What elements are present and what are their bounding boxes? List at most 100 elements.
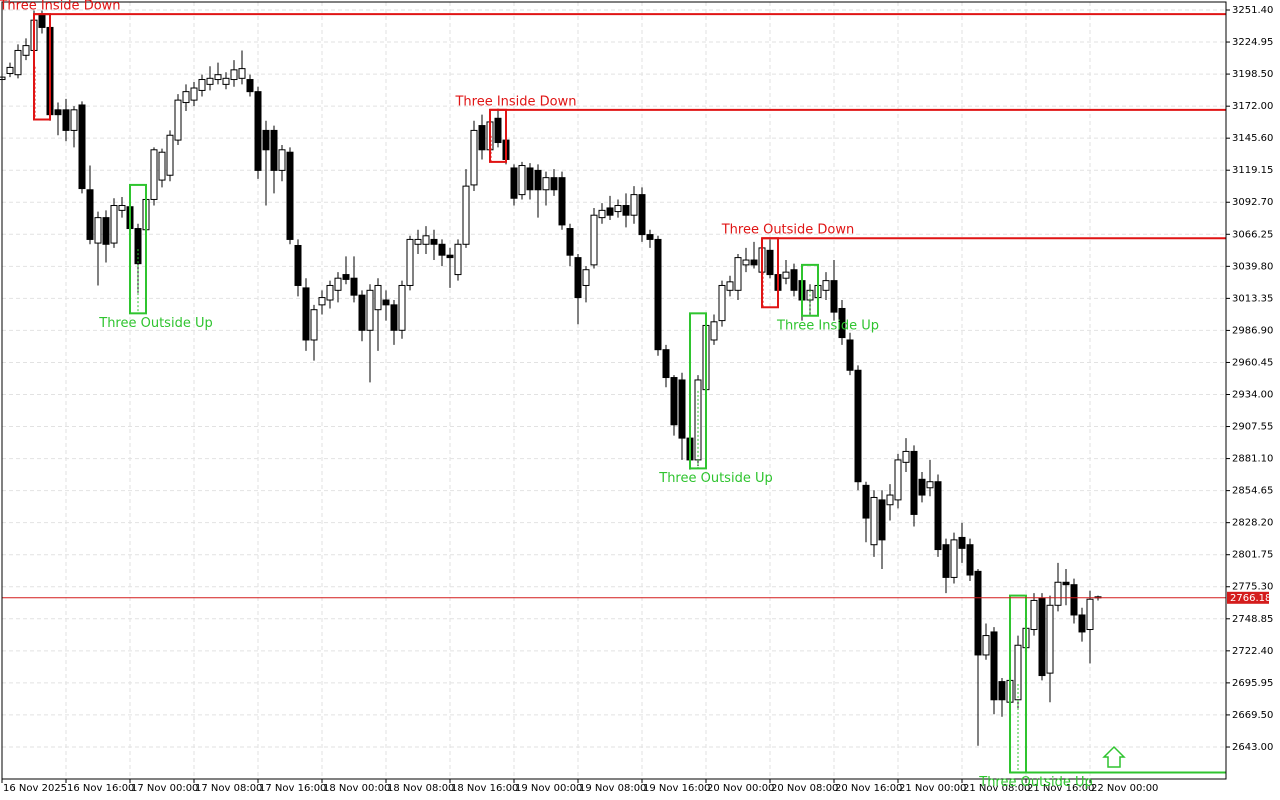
y-tick-label: 2854.65 [1232,486,1273,497]
candle-body [470,129,478,186]
candle-body [982,635,990,656]
candle-body [406,238,414,286]
candle-body [590,214,598,266]
pattern-label: Three Outside Up [658,471,772,486]
x-tick-label: 19 Nov 08:00 [579,783,646,794]
y-tick-label: 3224.95 [1232,37,1273,48]
candle-body [950,539,958,578]
candle-body [150,149,158,200]
candle-body [262,129,270,151]
candle-body [1030,599,1038,631]
candle-body [446,254,454,259]
x-tick-label: 22 Nov 00:00 [1091,783,1158,794]
candle-body [318,297,326,306]
candle-body [110,205,118,244]
price-label-bg [1227,591,1269,604]
candle-body [118,205,126,211]
candle-body [438,243,446,256]
y-tick-label: 2669.50 [1232,710,1273,721]
candle-body [710,321,718,341]
y-tick-label: 2695.95 [1232,678,1273,689]
plot-area [0,2,1226,779]
candle-body [718,284,726,322]
candle-body [62,109,70,131]
candle-body [854,369,862,483]
candle-body [326,284,334,301]
candle-body [974,570,982,656]
x-tick-label: 21 Nov 00:00 [899,783,966,794]
candle-body [862,484,870,519]
candle-body [1046,604,1054,674]
y-tick-label: 2881.10 [1232,454,1273,465]
candle-body [622,205,630,216]
candle-body [958,536,966,549]
candle-body [822,280,830,291]
y-tick-label: 3066.25 [1232,229,1273,240]
candle-body [870,496,878,546]
pattern-label: Three Outside Up [98,316,212,331]
candle-body [230,69,238,81]
pattern-label: Three Inside Up [776,318,879,333]
candle-body [222,77,230,85]
plot-border [1,1,1227,780]
y-tick-label: 2722.40 [1232,646,1273,657]
candle-body [654,238,662,351]
candle-body [414,238,422,245]
x-tick-label: 17 Nov 00:00 [131,783,198,794]
y-tick-label: 3251.40 [1232,5,1273,16]
candle-body [742,259,750,266]
x-tick-label: 18 Nov 08:00 [387,783,454,794]
pattern-label: Three Inside Down [0,0,121,14]
candle-body [158,151,166,181]
candle-body [550,177,558,191]
candle-body [382,299,390,306]
candle-body [566,228,574,256]
candle-body [534,169,542,191]
candle-body [350,277,358,296]
candle-body [582,269,590,286]
x-tick-label: 17 Nov 08:00 [195,783,262,794]
candle-body [190,87,198,101]
x-tick-label: 19 Nov 00:00 [515,783,582,794]
candle-body [334,277,342,291]
candle-body [678,379,686,439]
candle-body [310,309,318,341]
candle-body [494,117,502,144]
candle-body [558,177,566,226]
y-tick-label: 3013.35 [1232,293,1273,304]
x-tick-label: 16 Nov 2025 [3,783,67,794]
candle-body [926,481,934,489]
candle-body [286,151,294,240]
up-arrow-icon [1102,745,1126,768]
x-tick-label: 20 Nov 16:00 [835,783,902,794]
candle-body [766,249,774,276]
candle-body [302,287,310,341]
y-tick-label: 2986.90 [1232,325,1273,336]
y-tick-label: 3092.70 [1232,197,1273,208]
candle-body [22,45,30,56]
candle-body [1062,581,1070,586]
candle-body [102,217,110,245]
candle-body [246,79,254,93]
candle-body [894,459,902,501]
candle-body [422,235,430,245]
candle-body [750,259,758,266]
candle-body [1070,584,1078,616]
candle-body [790,269,798,291]
y-tick-label: 2828.20 [1232,518,1273,529]
pattern-label: Three Outside Up [978,775,1092,790]
price-label: 2766.18 [1230,593,1271,604]
candle-body [174,99,182,141]
candle-body [910,450,918,515]
candle-body [782,271,790,279]
candle-body [646,234,654,240]
x-tick-label: 21 Nov 16:00 [1027,783,1094,794]
candle-body [198,79,206,91]
candle-body [990,631,998,701]
candle-body [54,109,62,116]
candle-body [254,91,262,171]
candle-body [942,544,950,578]
candle-body [38,14,46,28]
candle-body [934,481,942,551]
